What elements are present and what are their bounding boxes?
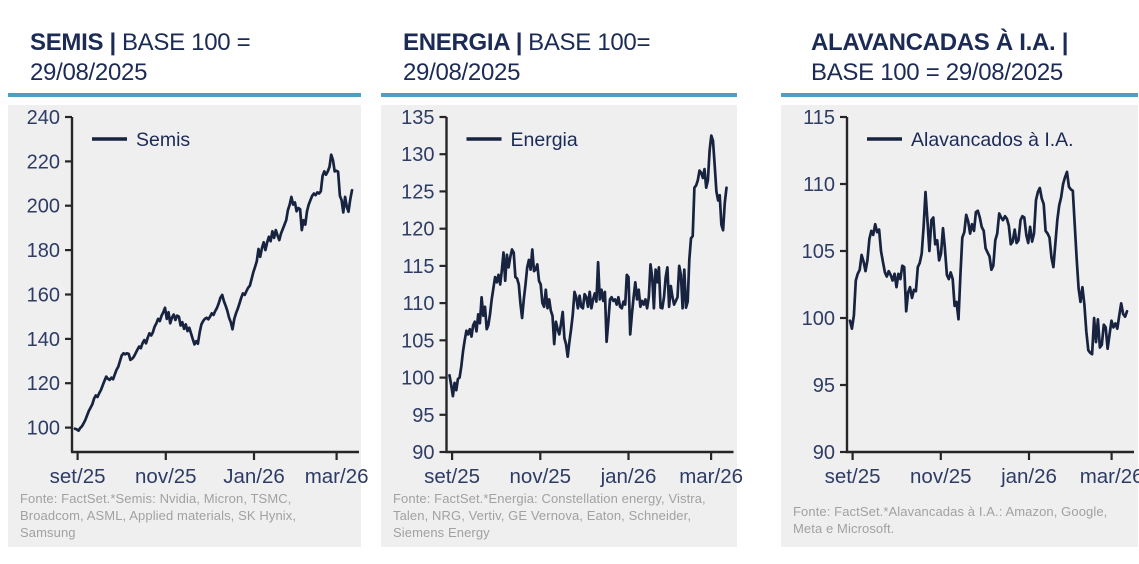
svg-text:mar/26: mar/26	[305, 465, 369, 488]
svg-text:115: 115	[403, 256, 435, 278]
svg-text:Alavancados à I.A.: Alavancados à I.A.	[911, 129, 1074, 151]
svg-text:180: 180	[27, 240, 60, 262]
source-note: Fonte: FactSet.*Alavancadas à I.A.: Amaz…	[793, 504, 1108, 536]
title-underline	[381, 93, 737, 97]
svg-text:set/25: set/25	[825, 465, 881, 488]
svg-text:135: 135	[401, 107, 434, 129]
svg-text:jan/26: jan/26	[1000, 465, 1057, 488]
svg-text:nov/25: nov/25	[910, 465, 972, 488]
svg-text:240: 240	[27, 107, 60, 129]
svg-text:200: 200	[27, 196, 60, 218]
svg-text:95: 95	[813, 375, 835, 397]
svg-text:90: 90	[412, 442, 434, 464]
chart-title-line1: ENERGIA | BASE 100=	[403, 28, 731, 58]
svg-text:130: 130	[401, 144, 434, 166]
chart-panel: 90 95 100 105 110 115 set/25 nov/25 jan/26 mar/26…	[781, 105, 1139, 547]
chart-title-date: 29/08/2025	[30, 59, 148, 86]
svg-text:90: 90	[813, 442, 835, 464]
chart-card-alavancadas-ia: ALAVANCADAS À I.A. | BASE 100 = 29/08/20…	[781, 0, 1139, 547]
svg-text:set/25: set/25	[50, 465, 106, 488]
chart-title-alavancadas: ALAVANCADAS À I.A. | BASE 100 = 29/08/20…	[781, 0, 1138, 90]
chart-title-semis: SEMIS | BASE 100 = 29/08/2025	[8, 0, 361, 90]
chart-title-rest: BASE 100 =	[121, 29, 251, 56]
svg-text:120: 120	[401, 219, 434, 241]
svg-text:125: 125	[401, 181, 434, 203]
chart-title-rest: BASE 100=	[528, 29, 651, 56]
svg-text:100: 100	[401, 368, 434, 390]
source-note: Fonte: FactSet.*Semis: Nvidia, Micron, T…	[20, 491, 297, 540]
svg-text:nov/25: nov/25	[135, 465, 197, 488]
line-chart-semis: 100 120 140 160 180 200 220 240 set/25 nov/25 Jan/…	[27, 107, 369, 488]
svg-text:Semis: Semis	[136, 129, 190, 151]
source-note: Fonte: FactSet.*Energia: Constellation e…	[393, 491, 706, 540]
chart-title-line1: ALAVANCADAS À I.A. |	[811, 28, 1132, 58]
chart-title-line1: SEMIS | BASE 100 =	[30, 28, 355, 58]
chart-title-energia: ENERGIA | BASE 100= 29/08/2025	[381, 0, 737, 90]
svg-text:105: 105	[802, 241, 835, 263]
svg-text:115: 115	[803, 107, 835, 129]
chart-title-date: 29/08/2025	[403, 59, 521, 86]
svg-text:100: 100	[802, 308, 835, 330]
chart-title-bold: SEMIS |	[30, 29, 116, 56]
chart-title-date: BASE 100 = 29/08/2025	[811, 59, 1063, 86]
svg-text:Jan/26: Jan/26	[223, 465, 285, 488]
line-chart-energia: 90 95 100 105 110 115 120 125 130 135 set/25 nov/25…	[401, 107, 743, 488]
chart-title-bold: ENERGIA |	[403, 29, 523, 56]
svg-text:160: 160	[27, 285, 60, 307]
line-chart-alavancadas: 90 95 100 105 110 115 set/25 nov/25 jan/26 mar/26…	[802, 107, 1139, 488]
svg-text:Energia: Energia	[511, 129, 578, 151]
svg-text:95: 95	[412, 405, 434, 427]
chart-card-energia: ENERGIA | BASE 100= 29/08/2025 90 95 100 105…	[381, 0, 743, 547]
svg-text:mar/26: mar/26	[1080, 465, 1139, 488]
svg-text:220: 220	[27, 151, 60, 173]
svg-text:100: 100	[27, 418, 60, 440]
svg-text:140: 140	[27, 329, 60, 351]
title-underline	[781, 93, 1138, 97]
chart-card-semis: SEMIS | BASE 100 = 29/08/2025 100 120 140 16…	[8, 0, 369, 547]
chart-title-bold: ALAVANCADAS À I.A. |	[811, 29, 1069, 56]
svg-text:jan/26: jan/26	[600, 465, 657, 488]
svg-text:110: 110	[403, 293, 435, 315]
svg-text:set/25: set/25	[424, 465, 480, 488]
svg-text:nov/25: nov/25	[510, 465, 572, 488]
svg-text:110: 110	[803, 174, 835, 196]
title-underline	[8, 93, 361, 97]
chart-panel: 90 95 100 105 110 115 120 125 130 135 set/25 nov/25…	[381, 105, 743, 547]
svg-text:105: 105	[401, 330, 434, 352]
chart-panel: 100 120 140 160 180 200 220 240 set/25 nov/25 Jan/…	[8, 105, 369, 547]
svg-text:mar/26: mar/26	[679, 465, 743, 488]
svg-text:120: 120	[27, 373, 60, 395]
